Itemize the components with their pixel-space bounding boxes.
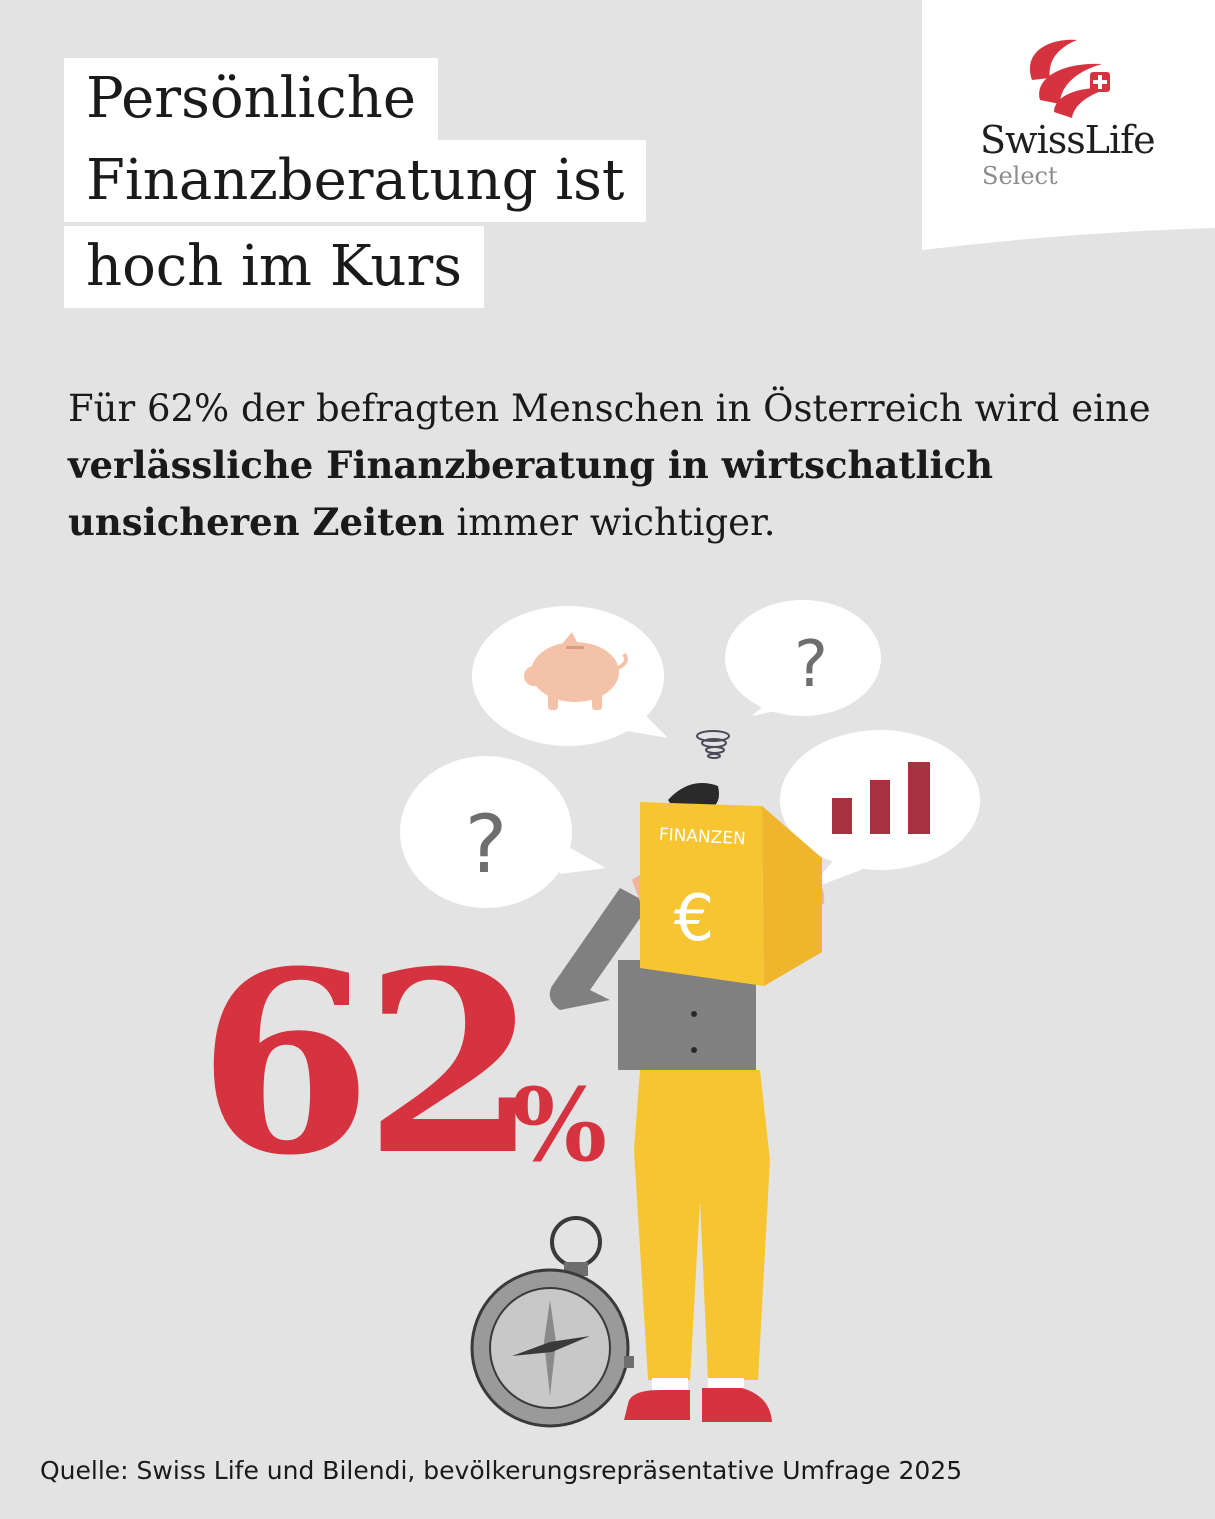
brand-logo: SwissLife Select (922, 0, 1215, 250)
title-line-1: Persönliche (64, 58, 438, 140)
speech-bubble-question-top: ? (725, 600, 881, 716)
intro-part-2: immer wichtiger. (444, 501, 776, 544)
question-mark-icon: ? (465, 798, 507, 891)
stat-number: 62 (198, 916, 538, 1210)
piggy-bank-icon (524, 632, 628, 710)
intro-bold: verlässliche Finanzberatung in wirtschat… (68, 443, 994, 544)
speech-bubble-question-left: ? (400, 756, 606, 908)
logo-wordmark: SwissLife (980, 118, 1156, 162)
intro-part-1: Für 62% der befragten Menschen in Österr… (68, 387, 1151, 430)
title-line-3: hoch im Kurs (64, 226, 485, 308)
source-note: Quelle: Swiss Life und Bilendi, bevölker… (40, 1456, 963, 1485)
intro-text: Für 62% der befragten Menschen in Österr… (68, 380, 1168, 551)
dizzy-swirl-icon (696, 730, 730, 759)
euro-icon: € (674, 882, 715, 956)
stat-percent: % (512, 1066, 608, 1184)
title-line-2: Finanzberatung ist (64, 140, 647, 222)
swisslife-mark-icon (1030, 39, 1110, 118)
speech-bubble-piggy (472, 606, 668, 746)
speech-bubble-bars (780, 730, 980, 890)
logo-subtitle: Select (982, 162, 1058, 190)
question-mark-icon: ? (794, 628, 828, 702)
bar-chart-icon (832, 762, 930, 834)
book-label: FINANZEN (658, 825, 746, 850)
person-figure: FINANZEN € (549, 783, 825, 1422)
compass-icon (470, 1216, 634, 1428)
